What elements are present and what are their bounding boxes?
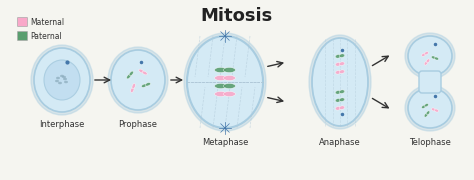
Ellipse shape bbox=[187, 36, 263, 128]
Ellipse shape bbox=[339, 98, 345, 102]
Text: Interphase: Interphase bbox=[39, 120, 85, 129]
Ellipse shape bbox=[184, 33, 266, 131]
Ellipse shape bbox=[408, 88, 452, 128]
Ellipse shape bbox=[215, 75, 227, 80]
Ellipse shape bbox=[215, 91, 227, 96]
Ellipse shape bbox=[335, 107, 341, 110]
Ellipse shape bbox=[339, 90, 345, 93]
Ellipse shape bbox=[426, 111, 430, 115]
Ellipse shape bbox=[339, 70, 345, 73]
Ellipse shape bbox=[223, 91, 236, 96]
Ellipse shape bbox=[426, 59, 430, 63]
FancyBboxPatch shape bbox=[18, 17, 27, 26]
Text: Paternal: Paternal bbox=[30, 31, 62, 40]
Ellipse shape bbox=[335, 71, 341, 74]
Ellipse shape bbox=[421, 53, 426, 57]
Ellipse shape bbox=[223, 75, 236, 80]
Ellipse shape bbox=[339, 106, 345, 109]
Ellipse shape bbox=[56, 77, 60, 79]
Ellipse shape bbox=[312, 38, 368, 126]
Ellipse shape bbox=[335, 63, 341, 66]
Ellipse shape bbox=[434, 109, 438, 112]
Ellipse shape bbox=[223, 68, 236, 73]
Ellipse shape bbox=[424, 61, 428, 65]
Ellipse shape bbox=[55, 80, 59, 82]
Ellipse shape bbox=[339, 62, 345, 66]
Text: Metaphase: Metaphase bbox=[202, 138, 248, 147]
Ellipse shape bbox=[131, 87, 134, 93]
Ellipse shape bbox=[60, 75, 64, 77]
Ellipse shape bbox=[431, 56, 436, 59]
Ellipse shape bbox=[215, 68, 227, 73]
Ellipse shape bbox=[215, 84, 227, 89]
Ellipse shape bbox=[111, 50, 165, 110]
Ellipse shape bbox=[405, 85, 455, 131]
Ellipse shape bbox=[44, 60, 80, 100]
Text: Maternal: Maternal bbox=[30, 17, 64, 26]
Ellipse shape bbox=[309, 35, 371, 129]
Ellipse shape bbox=[335, 55, 341, 58]
Ellipse shape bbox=[62, 76, 66, 78]
Ellipse shape bbox=[424, 51, 428, 55]
Ellipse shape bbox=[405, 33, 455, 79]
Ellipse shape bbox=[431, 108, 436, 111]
Ellipse shape bbox=[339, 54, 345, 57]
Text: Prophase: Prophase bbox=[118, 120, 157, 129]
Text: Anaphase: Anaphase bbox=[319, 138, 361, 147]
Ellipse shape bbox=[58, 82, 62, 84]
Ellipse shape bbox=[127, 74, 131, 79]
Ellipse shape bbox=[139, 69, 144, 73]
Text: Mitosis: Mitosis bbox=[201, 7, 273, 25]
Ellipse shape bbox=[424, 103, 428, 107]
Ellipse shape bbox=[335, 99, 341, 102]
Ellipse shape bbox=[132, 84, 136, 89]
Ellipse shape bbox=[34, 48, 90, 112]
Ellipse shape bbox=[63, 78, 67, 80]
Ellipse shape bbox=[223, 84, 236, 89]
Ellipse shape bbox=[421, 105, 426, 108]
Ellipse shape bbox=[141, 84, 147, 87]
FancyBboxPatch shape bbox=[18, 31, 27, 40]
Ellipse shape bbox=[335, 91, 341, 94]
Ellipse shape bbox=[64, 81, 68, 83]
Ellipse shape bbox=[142, 71, 147, 75]
FancyBboxPatch shape bbox=[419, 71, 441, 93]
Text: Telophase: Telophase bbox=[409, 138, 451, 147]
Ellipse shape bbox=[424, 113, 428, 117]
Ellipse shape bbox=[129, 71, 133, 76]
Ellipse shape bbox=[108, 47, 168, 113]
Ellipse shape bbox=[145, 83, 151, 86]
Ellipse shape bbox=[31, 45, 93, 115]
Ellipse shape bbox=[434, 57, 438, 60]
Ellipse shape bbox=[408, 36, 452, 76]
